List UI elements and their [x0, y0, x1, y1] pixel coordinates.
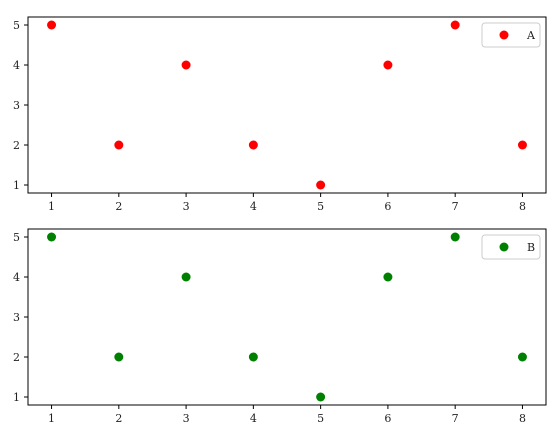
data-point [316, 180, 326, 190]
x-tick-label: 6 [384, 200, 391, 213]
data-point [316, 392, 326, 402]
data-point [181, 60, 191, 70]
x-tick-label: 2 [115, 200, 122, 213]
x-tick-label: 5 [317, 200, 324, 213]
data-point [517, 140, 527, 150]
data-point [114, 352, 124, 362]
x-tick-label: 8 [519, 412, 526, 425]
legend [481, 234, 541, 260]
legend-marker [499, 242, 509, 252]
legend [481, 22, 541, 48]
data-point [450, 232, 460, 242]
y-tick-label: 4 [13, 59, 20, 72]
y-tick-label: 3 [13, 99, 20, 112]
data-point [450, 20, 460, 30]
y-tick-label: 4 [13, 271, 20, 284]
data-point [47, 20, 57, 30]
y-tick-label: 2 [13, 351, 20, 364]
x-tick-label: 2 [115, 412, 122, 425]
subplot-b: 1 2 3 4 5 6 7 8 1 2 3 4 5 B [13, 228, 547, 425]
x-tick-label: 6 [384, 412, 391, 425]
data-point [383, 60, 393, 70]
x-tick-label: 7 [452, 200, 459, 213]
x-tick-label: 3 [183, 412, 190, 425]
legend-label: B [527, 241, 535, 254]
legend-label: A [526, 29, 536, 42]
legend-marker [499, 30, 509, 40]
x-tick-label: 8 [519, 200, 526, 213]
y-tick-label: 1 [13, 179, 20, 192]
x-tick-label: 7 [452, 412, 459, 425]
data-point [47, 232, 57, 242]
y-tick-label: 3 [13, 311, 20, 324]
x-tick-label: 1 [48, 412, 55, 425]
x-tick-label: 3 [183, 200, 190, 213]
data-point [248, 140, 258, 150]
y-tick-label: 5 [13, 231, 20, 244]
data-point [181, 272, 191, 282]
y-tick-label: 2 [13, 139, 20, 152]
data-point [383, 272, 393, 282]
x-tick-label: 4 [250, 200, 257, 213]
subplot-a: 1 2 3 4 5 6 7 8 1 2 3 4 5 A [13, 16, 547, 213]
plot-area [27, 16, 547, 194]
plot-area [27, 228, 547, 406]
x-tick-label: 1 [48, 200, 55, 213]
y-tick-label: 1 [13, 391, 20, 404]
data-point [248, 352, 258, 362]
data-point [517, 352, 527, 362]
x-tick-label: 5 [317, 412, 324, 425]
x-tick-label: 4 [250, 412, 257, 425]
y-tick-label: 5 [13, 19, 20, 32]
data-point [114, 140, 124, 150]
